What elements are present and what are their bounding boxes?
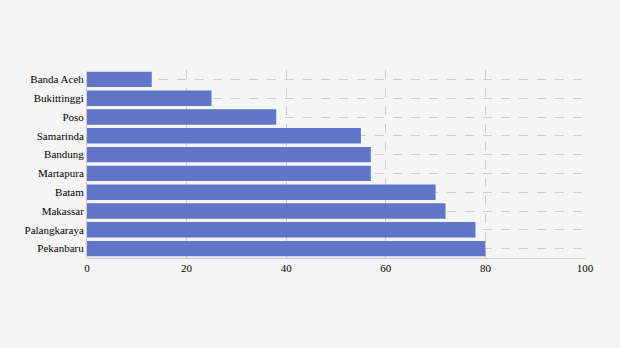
svg-text:Palangkaraya: Palangkaraya [25, 224, 84, 236]
svg-text:Makassar: Makassar [42, 205, 84, 217]
svg-text:0: 0 [84, 262, 90, 274]
svg-text:60: 60 [380, 262, 392, 274]
svg-text:Bandung: Bandung [44, 148, 84, 160]
svg-text:Poso: Poso [62, 111, 84, 123]
svg-text:Banda Aceh: Banda Aceh [30, 73, 84, 85]
svg-text:40: 40 [281, 262, 293, 274]
svg-text:100: 100 [577, 262, 594, 274]
svg-text:Batam: Batam [55, 186, 84, 198]
svg-text:Samarinda: Samarinda [37, 130, 84, 142]
svg-text:80: 80 [480, 262, 492, 274]
svg-text:Martapura: Martapura [38, 167, 84, 179]
svg-text:20: 20 [181, 262, 193, 274]
svg-text:Bukittinggi: Bukittinggi [34, 92, 84, 104]
svg-text:Pekanbaru: Pekanbaru [37, 242, 84, 254]
